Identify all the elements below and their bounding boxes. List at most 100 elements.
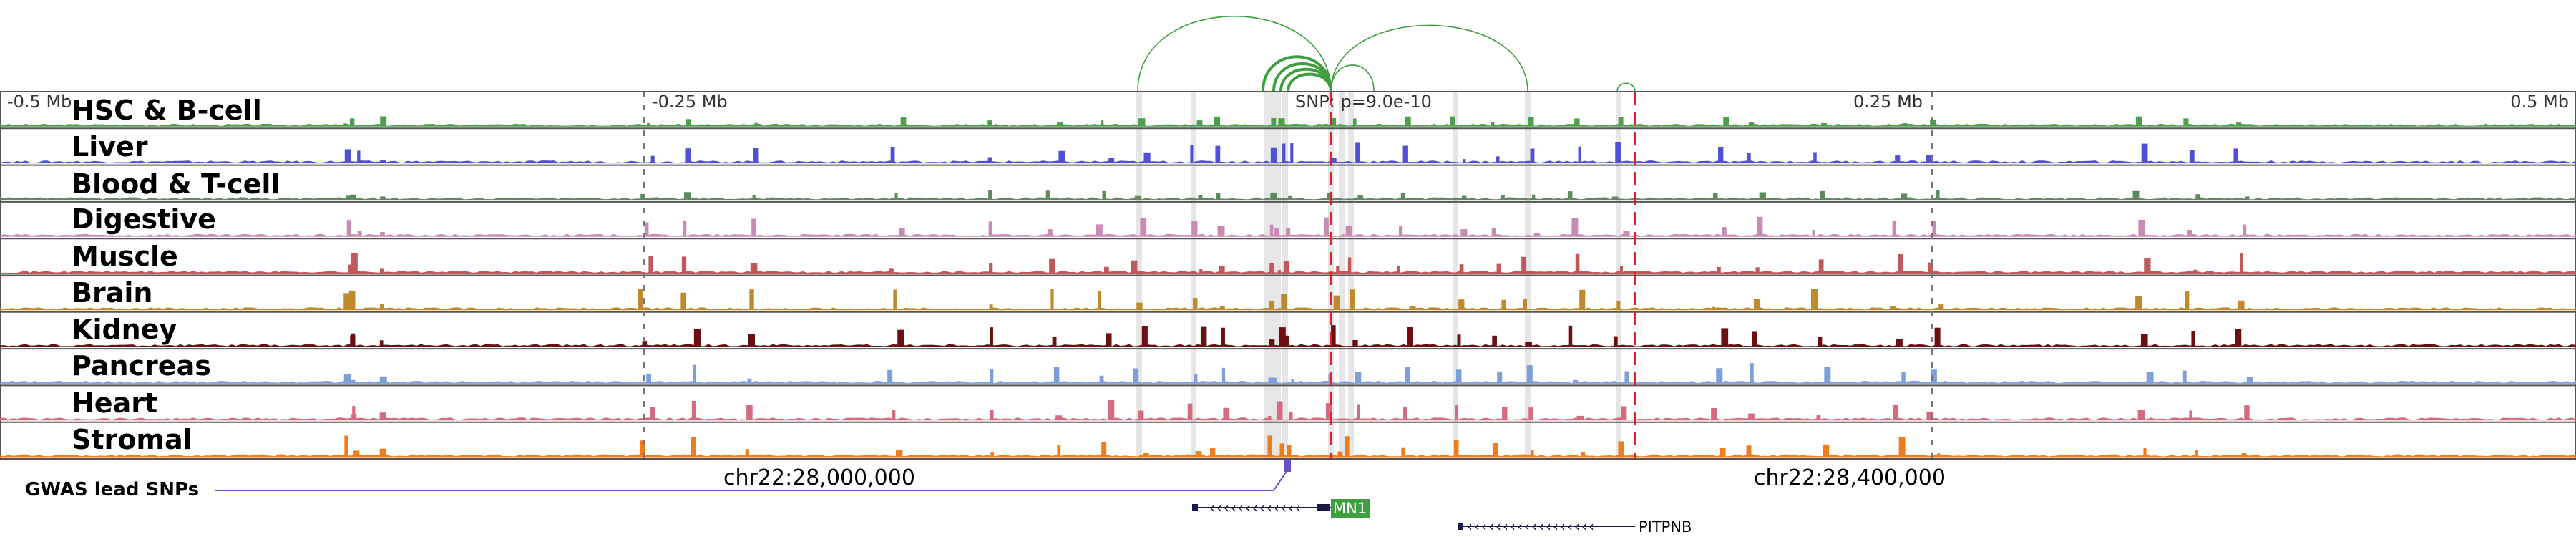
gene-label-bg-mn1 — [1331, 499, 1370, 518]
signal-peak — [1219, 306, 1225, 310]
signal-peak — [680, 292, 687, 310]
signal-peak — [1463, 159, 1466, 163]
signal-peak — [1281, 294, 1287, 310]
signal-peak — [1400, 192, 1406, 200]
scale-label-plus-0.5: 0.5 Mb — [2510, 92, 2569, 112]
signal-peak — [2183, 118, 2189, 127]
signal-peak — [343, 293, 349, 310]
scale-label-minus-0.25: -0.25 Mb — [652, 92, 728, 112]
signal-peak — [1712, 306, 1715, 310]
signal-peak — [897, 329, 904, 347]
signal-peak — [1455, 405, 1458, 420]
signal-peak — [1571, 218, 1579, 237]
signal-peak — [1053, 367, 1060, 384]
signal-peak — [2187, 230, 2192, 237]
signal-peak — [2195, 194, 2200, 200]
signal-peak — [1141, 326, 1148, 347]
interaction-loop — [1137, 15, 1332, 92]
signal-peak — [1286, 228, 1291, 237]
signal-peak — [1045, 190, 1050, 200]
signal-peak — [1336, 266, 1340, 274]
signal-peak — [1357, 404, 1360, 420]
signal-peak — [650, 155, 655, 163]
signal-peak — [1898, 437, 1906, 457]
signal-peak — [1491, 122, 1495, 127]
signal-peak — [1193, 298, 1198, 310]
signal-peak — [1357, 195, 1363, 200]
signal-peak — [1200, 326, 1207, 347]
signal-peak — [1757, 216, 1763, 237]
signal-peak — [647, 122, 650, 127]
signal-peak — [1453, 440, 1459, 457]
signal-peak — [1199, 268, 1203, 274]
coordinate-label-28000000: chr22:28,000,000 — [723, 465, 915, 490]
gene-pitpnb-exon — [1458, 523, 1463, 530]
gwas-track: GWAS lead SNPs — [25, 460, 1291, 500]
signal-peak — [990, 369, 994, 384]
signal-peak — [1325, 403, 1332, 420]
signal-peak — [1892, 221, 1896, 237]
signal-peak — [1332, 117, 1337, 127]
signal-peak — [1574, 118, 1580, 127]
signal-peak — [989, 304, 993, 310]
signal-peak — [1721, 328, 1729, 347]
signal-peak — [1813, 152, 1817, 163]
signal-peak — [2137, 410, 2145, 420]
signal-peak — [1580, 451, 1585, 457]
signal-peak — [1268, 377, 1275, 384]
gene-mn1-exon — [1192, 504, 1198, 511]
signal-peak — [1528, 407, 1533, 420]
signal-peak — [1893, 404, 1898, 420]
signal-peak — [2233, 148, 2238, 163]
signal-peak — [1407, 327, 1413, 347]
coordinate-label-28400000: chr22:28,400,000 — [1754, 465, 1946, 490]
signal-peak — [1752, 331, 1757, 347]
signal-peak — [1718, 147, 1724, 163]
signal-peak — [2140, 334, 2148, 347]
signal-peak — [1131, 260, 1138, 274]
signal-peak — [1350, 289, 1355, 310]
signal-peak — [1932, 220, 1936, 237]
signal-peak — [2141, 143, 2148, 163]
signal-peak — [1277, 270, 1282, 274]
gene-pitpnb: ‹‹‹‹‹‹‹‹‹‹‹‹‹‹‹‹‹‹ PITPNB — [1458, 518, 1692, 536]
signal-peak — [2195, 450, 2198, 457]
signal-peak — [343, 123, 347, 127]
track-label-stromal: Stromal — [72, 424, 192, 455]
signal-peak — [754, 122, 758, 127]
signal-peak — [889, 268, 894, 274]
signal-peak — [1616, 301, 1621, 310]
signal-peak — [1573, 379, 1579, 384]
signal-peak — [1216, 193, 1221, 200]
signal-peak — [1491, 228, 1496, 237]
signal-peak — [1528, 117, 1534, 127]
signal-peak — [1818, 259, 1824, 274]
signal-peak — [1936, 453, 1941, 457]
signal-peak — [745, 449, 749, 457]
signal-peak — [1289, 412, 1293, 420]
signal-peak — [1896, 338, 1903, 347]
signal-peak — [1501, 299, 1506, 310]
signal-peak — [990, 451, 994, 457]
signal-peak — [1107, 400, 1115, 420]
signal-peak — [1576, 415, 1584, 420]
signal-peak — [379, 268, 385, 274]
signal-peak — [346, 220, 351, 237]
signal-peak — [693, 329, 701, 347]
signal-peak — [1621, 406, 1627, 420]
signal-peak — [646, 374, 651, 384]
signal-peak — [1824, 367, 1831, 384]
signal-peak — [1096, 224, 1103, 237]
signal-peak — [1615, 142, 1621, 163]
signal-peak — [1823, 444, 1830, 457]
track-label-hsc-b-cell: HSC & B-cell — [72, 95, 262, 126]
signal-peak — [1352, 340, 1358, 347]
signal-peak — [343, 373, 351, 384]
signal-peak — [1618, 117, 1624, 127]
signal-peak — [1219, 266, 1225, 274]
signal-peak — [1333, 295, 1340, 310]
signal-peak — [1190, 145, 1194, 163]
track-baseline-signal — [0, 307, 2576, 311]
signal-peak — [2243, 224, 2247, 237]
signal-peak — [1269, 224, 1274, 237]
